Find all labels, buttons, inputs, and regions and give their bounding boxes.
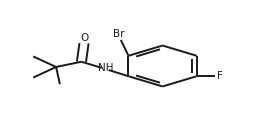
Text: NH: NH	[98, 63, 113, 73]
Text: O: O	[80, 33, 88, 43]
Text: Br: Br	[113, 29, 124, 39]
Text: F: F	[217, 71, 223, 81]
